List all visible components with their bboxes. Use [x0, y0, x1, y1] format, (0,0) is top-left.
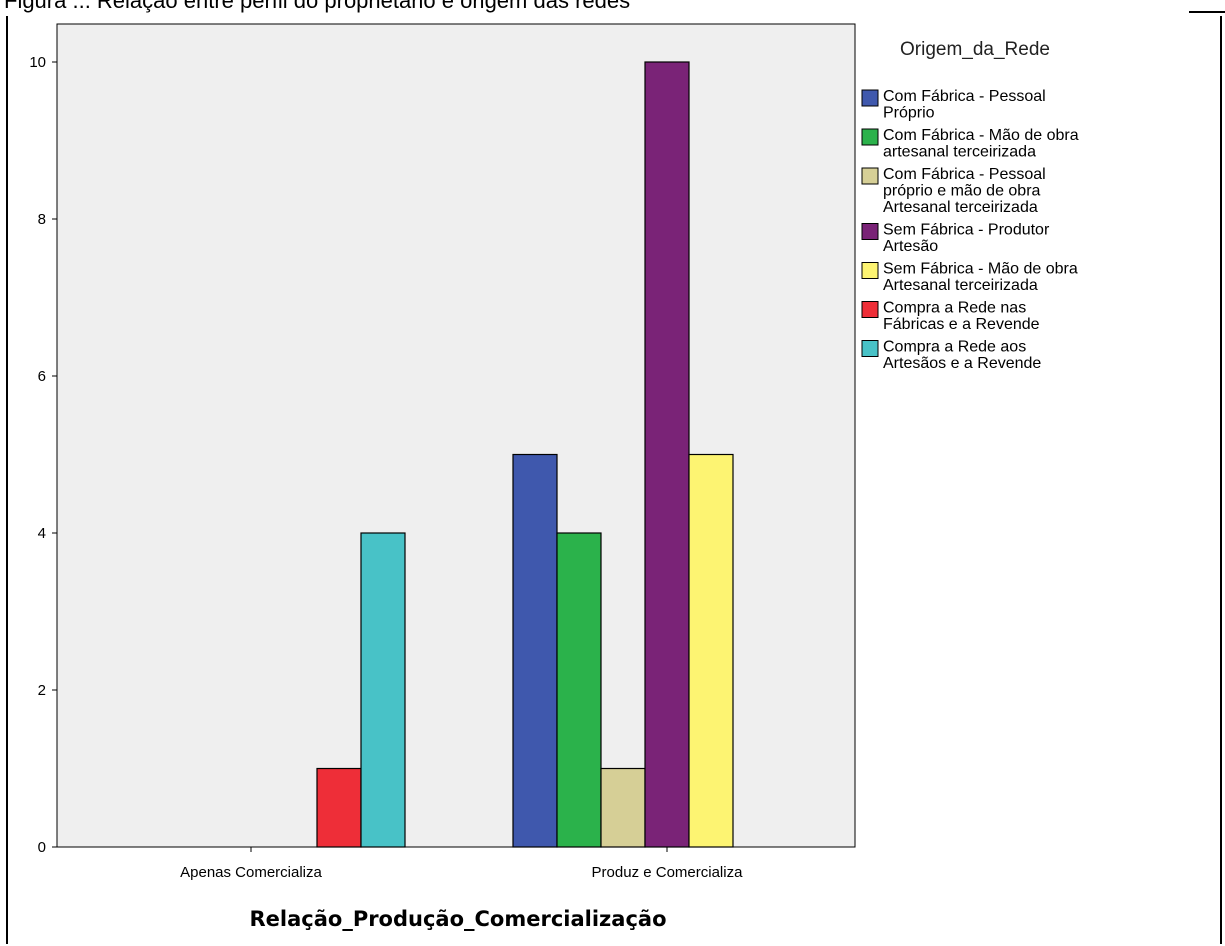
legend-item: Com Fábrica - Pessoal Próprio [861, 88, 1046, 122]
y-tick-label: 10 [29, 54, 46, 71]
bars [316, 61, 734, 848]
figure-caption-text: Figura ... Relação entre perfil do propr… [4, 0, 631, 13]
legend-item: Com Fábrica - Mão de obra artesanal terce… [861, 127, 1079, 161]
figure-caption: Figura ... Relação entre perfil do propr… [0, 0, 1225, 14]
bar [644, 61, 690, 848]
legend-title: Origem_da_Rede [900, 39, 1050, 60]
legend-item: Com Fábrica - Pessoal próprio e mão de ob… [861, 166, 1046, 216]
legend-label: Compra a Rede nas Fábricas e a Revende [883, 300, 1040, 334]
legend-swatch [861, 223, 879, 240]
x-category-label: Apenas Comercializa [180, 864, 322, 881]
bar [360, 532, 406, 848]
bar [600, 767, 646, 848]
legend-item: Compra a Rede aos Artesãos e a Revende [861, 339, 1041, 373]
legend-swatch [861, 89, 879, 107]
y-tick-label: 4 [38, 525, 46, 542]
legend-item: Compra a Rede nas Fábricas e a Revende [861, 300, 1040, 334]
y-tick-label: 2 [38, 682, 46, 699]
legend-label: Com Fábrica - Pessoal Próprio [883, 88, 1046, 122]
legend-item: Sem Fábrica - Mão de obra Artesanal terce… [861, 261, 1078, 295]
y-tick-label: 0 [38, 839, 46, 856]
bar [556, 532, 602, 848]
legend-swatch [861, 301, 879, 318]
bar [512, 453, 558, 848]
plot-area [56, 23, 856, 848]
legend-label: Sem Fábrica - Mão de obra Artesanal terce… [883, 261, 1078, 295]
chart-frame [6, 16, 1222, 944]
x-axis: Apenas Comercializa Produz e Comercializa [180, 847, 743, 881]
bar [316, 767, 362, 848]
legend-label: Com Fábrica - Pessoal próprio e mão de ob… [883, 166, 1046, 216]
x-category-label: Produz e Comercializa [592, 864, 744, 881]
legend-label: Sem Fábrica - Produtor Artesão [883, 222, 1050, 256]
legend-label: Compra a Rede aos Artesãos e a Revende [883, 339, 1041, 373]
legend-swatch [861, 340, 879, 357]
x-axis-label: Relação_Produção_Comercialização [249, 907, 666, 931]
legend-label: Com Fábrica - Mão de obra artesanal terce… [883, 127, 1079, 161]
y-tick-label: 6 [38, 368, 46, 385]
legend-swatch [861, 262, 879, 279]
legend-item: Sem Fábrica - Produtor Artesão [861, 222, 1050, 256]
bar [688, 453, 734, 848]
legend: Origem_da_Rede Com Fábrica - Pessoal Próp… [861, 39, 1079, 373]
legend-swatch [861, 167, 879, 185]
y-tick-label: 8 [38, 211, 46, 228]
y-axis: 0 2 4 6 8 10 [29, 54, 57, 856]
caption-rule [1189, 11, 1225, 13]
legend-swatch [861, 128, 879, 146]
